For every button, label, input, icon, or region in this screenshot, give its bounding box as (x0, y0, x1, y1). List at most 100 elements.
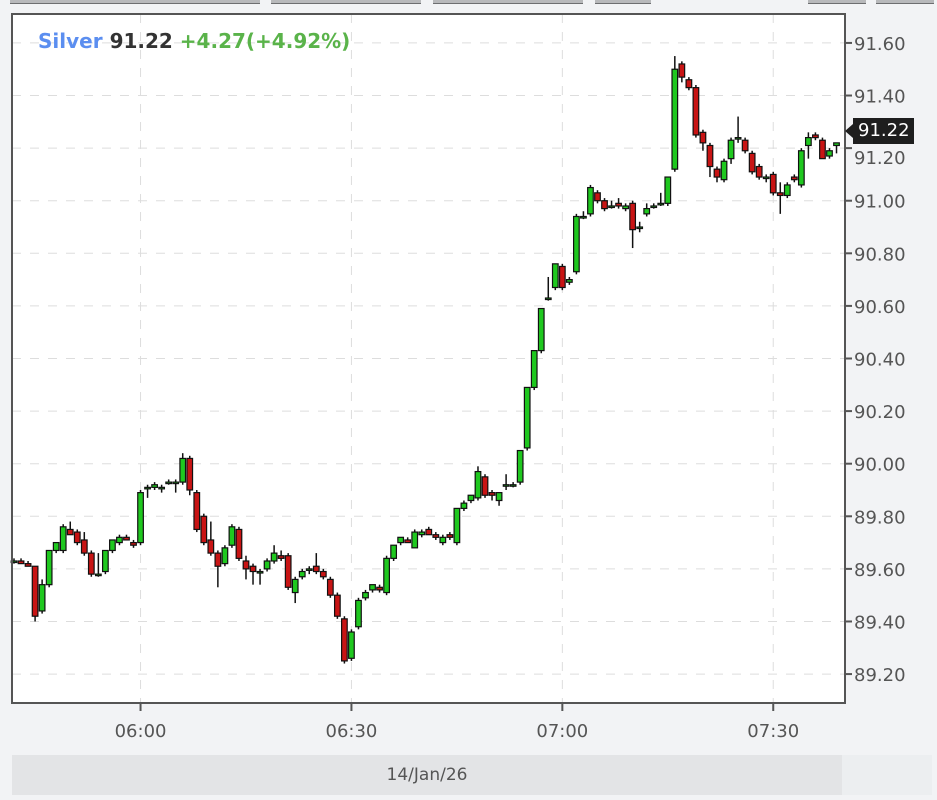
toolbar-button-5[interactable] (808, 0, 866, 4)
candle-body (551, 263, 559, 289)
candle-07:35 (804, 132, 812, 159)
candle-body (291, 578, 299, 594)
candle-05:49 (59, 524, 67, 554)
candle-06:42 (432, 532, 440, 540)
candle-06:20 (277, 550, 285, 561)
candle-body (355, 599, 362, 628)
candle-body (130, 541, 137, 546)
candle-body (530, 350, 538, 389)
candle-body (495, 492, 503, 502)
candle-07:14 (657, 192, 665, 206)
candle-body (193, 492, 201, 531)
last-price: 91.22 (109, 29, 173, 53)
candle-06:52 (502, 474, 510, 490)
candle-body (608, 205, 615, 209)
candle-07:32 (783, 182, 791, 199)
candle-body (94, 573, 102, 577)
y-tick-label: 89.40 (854, 612, 906, 633)
candle-body (59, 526, 67, 552)
x-tick-label: 07:30 (747, 721, 799, 742)
candle-body (207, 539, 215, 554)
candle-body (165, 481, 173, 485)
candle-body (326, 578, 334, 596)
date-bar: 14/Jan/26 (12, 755, 842, 795)
candle-06:57 (537, 307, 545, 354)
candle-body (214, 552, 222, 567)
candle-body (812, 134, 819, 139)
candle-07:33 (790, 174, 798, 183)
x-axis: 06:00 06:30 07:00 07:30 (115, 703, 799, 742)
candle-06:51 (495, 492, 503, 506)
candle-06:46 (460, 500, 468, 512)
y-tick-label: 91.40 (854, 87, 906, 108)
candle-body (727, 139, 735, 160)
candle-body (151, 484, 159, 488)
candle-body (643, 208, 651, 215)
candle-07:15 (664, 176, 672, 206)
candle-06:01 (144, 484, 151, 498)
candle-body (762, 176, 770, 180)
candle-06:56 (530, 350, 538, 391)
candle-06:27 (326, 576, 334, 598)
candle-06:40 (418, 529, 426, 538)
candle-06:35 (383, 555, 390, 596)
candle-body (565, 279, 573, 283)
candle-body (509, 484, 517, 487)
candle-07:12 (643, 203, 651, 217)
y-tick-label: 91.00 (854, 192, 906, 213)
candle-body (657, 202, 665, 206)
candle-06:07 (186, 455, 194, 496)
candle-06:43 (439, 534, 447, 546)
candle-body (460, 502, 468, 509)
candle-body (650, 205, 658, 209)
candle-body (24, 563, 32, 567)
toolbar-button-6[interactable] (876, 0, 934, 4)
y-tick-label: 90.20 (854, 402, 906, 423)
candle-body (411, 531, 419, 549)
candle-06:41 (425, 526, 433, 536)
candle-body (474, 470, 482, 499)
candles (10, 56, 840, 664)
candle-07:07 (608, 200, 615, 209)
candle-body (383, 557, 390, 594)
y-tick-label: 90.60 (854, 297, 906, 318)
candle-06:02 (151, 482, 159, 490)
toolbar-button-1[interactable] (10, 0, 260, 4)
candle-06:25 (312, 553, 320, 575)
candle-body (819, 139, 826, 160)
toolbar-button-3[interactable] (433, 0, 583, 4)
candle-body (376, 586, 383, 591)
candle-07:16 (671, 56, 679, 172)
candle-05:45 (31, 565, 39, 622)
candle-body (397, 536, 405, 544)
candle-body (629, 202, 637, 231)
candle-body (256, 570, 264, 574)
candle-body (172, 481, 180, 485)
candle-body (123, 536, 130, 541)
candle-body (685, 79, 693, 89)
candle-body (622, 205, 630, 210)
candle-07:21 (706, 142, 714, 178)
candle-06:38 (404, 537, 412, 544)
candle-06:13 (228, 524, 236, 548)
candle-body (783, 184, 791, 197)
candle-body (706, 144, 714, 168)
candle-body (87, 552, 95, 575)
candle-07:13 (650, 203, 658, 209)
candle-body (537, 307, 545, 352)
candle-06:11 (214, 550, 222, 588)
candle-07:36 (812, 132, 819, 141)
toolbar-button-4[interactable] (595, 0, 651, 4)
candle-06:48 (474, 466, 482, 501)
candle-06:30 (348, 629, 355, 661)
y-tick-label: 91.60 (854, 34, 906, 55)
candle-body (235, 528, 243, 559)
candle-body (432, 534, 440, 538)
toolbar-button-2[interactable] (271, 0, 421, 4)
candle-05:44 (24, 560, 32, 567)
y-tick-label: 91.20 (854, 148, 906, 169)
candle-body (228, 526, 236, 546)
candle-06:31 (355, 597, 362, 630)
candle-body (312, 565, 320, 573)
